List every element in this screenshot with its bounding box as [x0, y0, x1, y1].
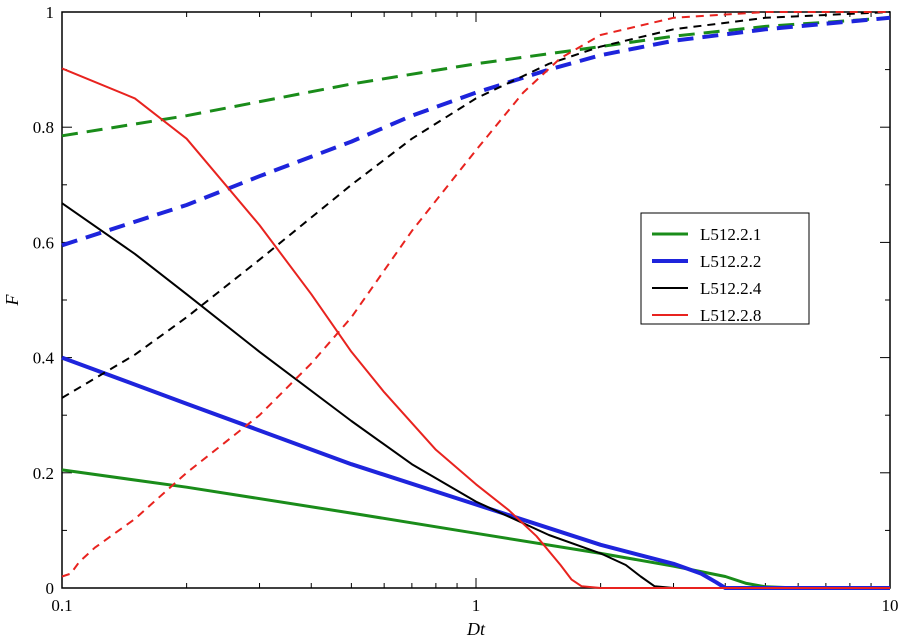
- legend-label: L512.2.8: [700, 306, 761, 325]
- legend-label: L512.2.1: [700, 225, 761, 244]
- legend-label: L512.2.4: [700, 279, 762, 298]
- y-axis-label: F: [2, 294, 22, 307]
- y-tick-label: 1: [46, 3, 55, 22]
- legend-label: L512.2.2: [700, 252, 761, 271]
- x-axis-label: Dt: [466, 619, 486, 639]
- y-tick-label: 0.4: [33, 349, 55, 368]
- y-tick-label: 0: [46, 579, 55, 598]
- series-line-L512-2-8-solid: [61, 67, 890, 589]
- tick-labels: 0.1 1 10 0 0.2 0.4 0.6 0.8 1: [33, 3, 899, 615]
- series-line-L512-2-1-dashed: [61, 16, 891, 138]
- x-tick-label: 10: [882, 596, 899, 615]
- y-tick-label: 0.2: [33, 464, 54, 483]
- y-tick-label: 0.6: [33, 233, 54, 252]
- y-tick-label: 0.8: [33, 118, 54, 137]
- series-line-L512-2-1-solid: [61, 468, 890, 590]
- series-line-L512-2-2-dashed: [61, 15, 891, 248]
- series-group: [61, 11, 891, 590]
- x-tick-label: 0.1: [51, 596, 72, 615]
- legend: L512.2.1 L512.2.2 L512.2.4 L512.2.8: [640, 212, 810, 325]
- series-line-L512-2-2-solid: [61, 355, 890, 590]
- legend-box: [640, 212, 810, 325]
- x-tick-label: 1: [472, 596, 481, 615]
